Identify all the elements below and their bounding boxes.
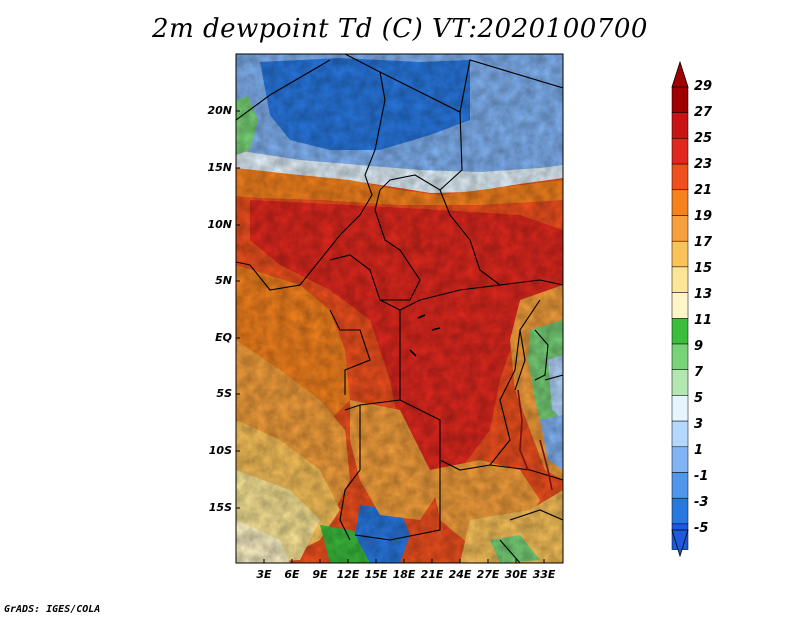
colorbar-swatch	[671, 395, 689, 422]
lat-label: EQ	[215, 331, 232, 344]
lon-label: 24E	[448, 568, 472, 581]
lon-label: 9E	[312, 568, 328, 581]
lon-label: 12E	[336, 568, 360, 581]
lat-label: 5N	[215, 274, 232, 287]
lon-label: 33E	[532, 568, 556, 581]
colorbar-swatch	[671, 446, 689, 473]
colorbar-label: 29	[694, 79, 713, 94]
map-frame	[235, 53, 564, 564]
colorbar	[671, 60, 689, 558]
colorbar-swatch	[671, 112, 689, 139]
axis-ticks	[236, 110, 545, 563]
colorbar-swatch	[671, 138, 689, 165]
lat-label: 10N	[207, 218, 232, 231]
colorbar-swatch	[671, 472, 689, 499]
colorbar-swatch	[671, 240, 689, 268]
lon-label: 27E	[476, 568, 500, 581]
colorbar-top-arrow	[671, 60, 689, 88]
colorbar-swatch	[671, 343, 689, 370]
colorbar-label: 15	[694, 261, 713, 276]
lon-label: 6E	[284, 568, 300, 581]
lon-label: 21E	[420, 568, 444, 581]
country-borders	[236, 54, 563, 563]
colorbar-label: -1	[694, 469, 709, 484]
grads-credit: GrADS: IGES/COLA	[4, 604, 101, 615]
colorbar-label: 23	[694, 157, 713, 172]
colorbar-swatch	[671, 266, 689, 293]
colorbar-label: 7	[694, 365, 704, 380]
plot-title: 2m dewpoint Td (C) VT:2020100700	[152, 14, 648, 44]
lon-label: 3E	[256, 568, 272, 581]
lon-label: 15E	[364, 568, 388, 581]
colorbar-swatch	[671, 318, 689, 345]
colorbar-swatch	[671, 163, 689, 191]
dewpoint-field	[236, 54, 563, 563]
colorbar-label: 5	[694, 391, 704, 406]
lat-label: 20N	[207, 104, 232, 117]
colorbar-label: 17	[694, 235, 713, 250]
colorbar-swatch	[671, 292, 689, 319]
lat-label: 10S	[208, 444, 232, 457]
colorbar-swatch	[671, 369, 689, 396]
colorbar-bottom-arrow	[671, 529, 689, 558]
colorbar-label: 3	[694, 417, 704, 432]
colorbar-swatch	[671, 86, 689, 113]
colorbar-label: 25	[694, 131, 713, 146]
colorbar-label: 9	[694, 339, 704, 354]
colorbar-label: 1	[694, 443, 704, 458]
colorbar-label: 21	[694, 183, 713, 198]
colorbar-swatch	[671, 189, 689, 216]
colorbar-label: 27	[694, 105, 713, 120]
colorbar-swatch	[671, 497, 689, 525]
lat-label: 15S	[208, 501, 232, 514]
colorbar-label: -3	[694, 495, 709, 510]
colorbar-swatch	[671, 420, 689, 448]
colorbar-swatch	[671, 215, 689, 242]
colorbar-label: -5	[694, 521, 709, 536]
lat-label: 15N	[207, 161, 232, 174]
lon-label: 30E	[504, 568, 528, 581]
water-bodies	[409, 314, 553, 491]
lon-label: 18E	[392, 568, 416, 581]
colorbar-label: 11	[694, 313, 713, 328]
lat-label: 5S	[216, 387, 232, 400]
colorbar-label: 13	[694, 287, 713, 302]
colorbar-label: 19	[694, 209, 713, 224]
